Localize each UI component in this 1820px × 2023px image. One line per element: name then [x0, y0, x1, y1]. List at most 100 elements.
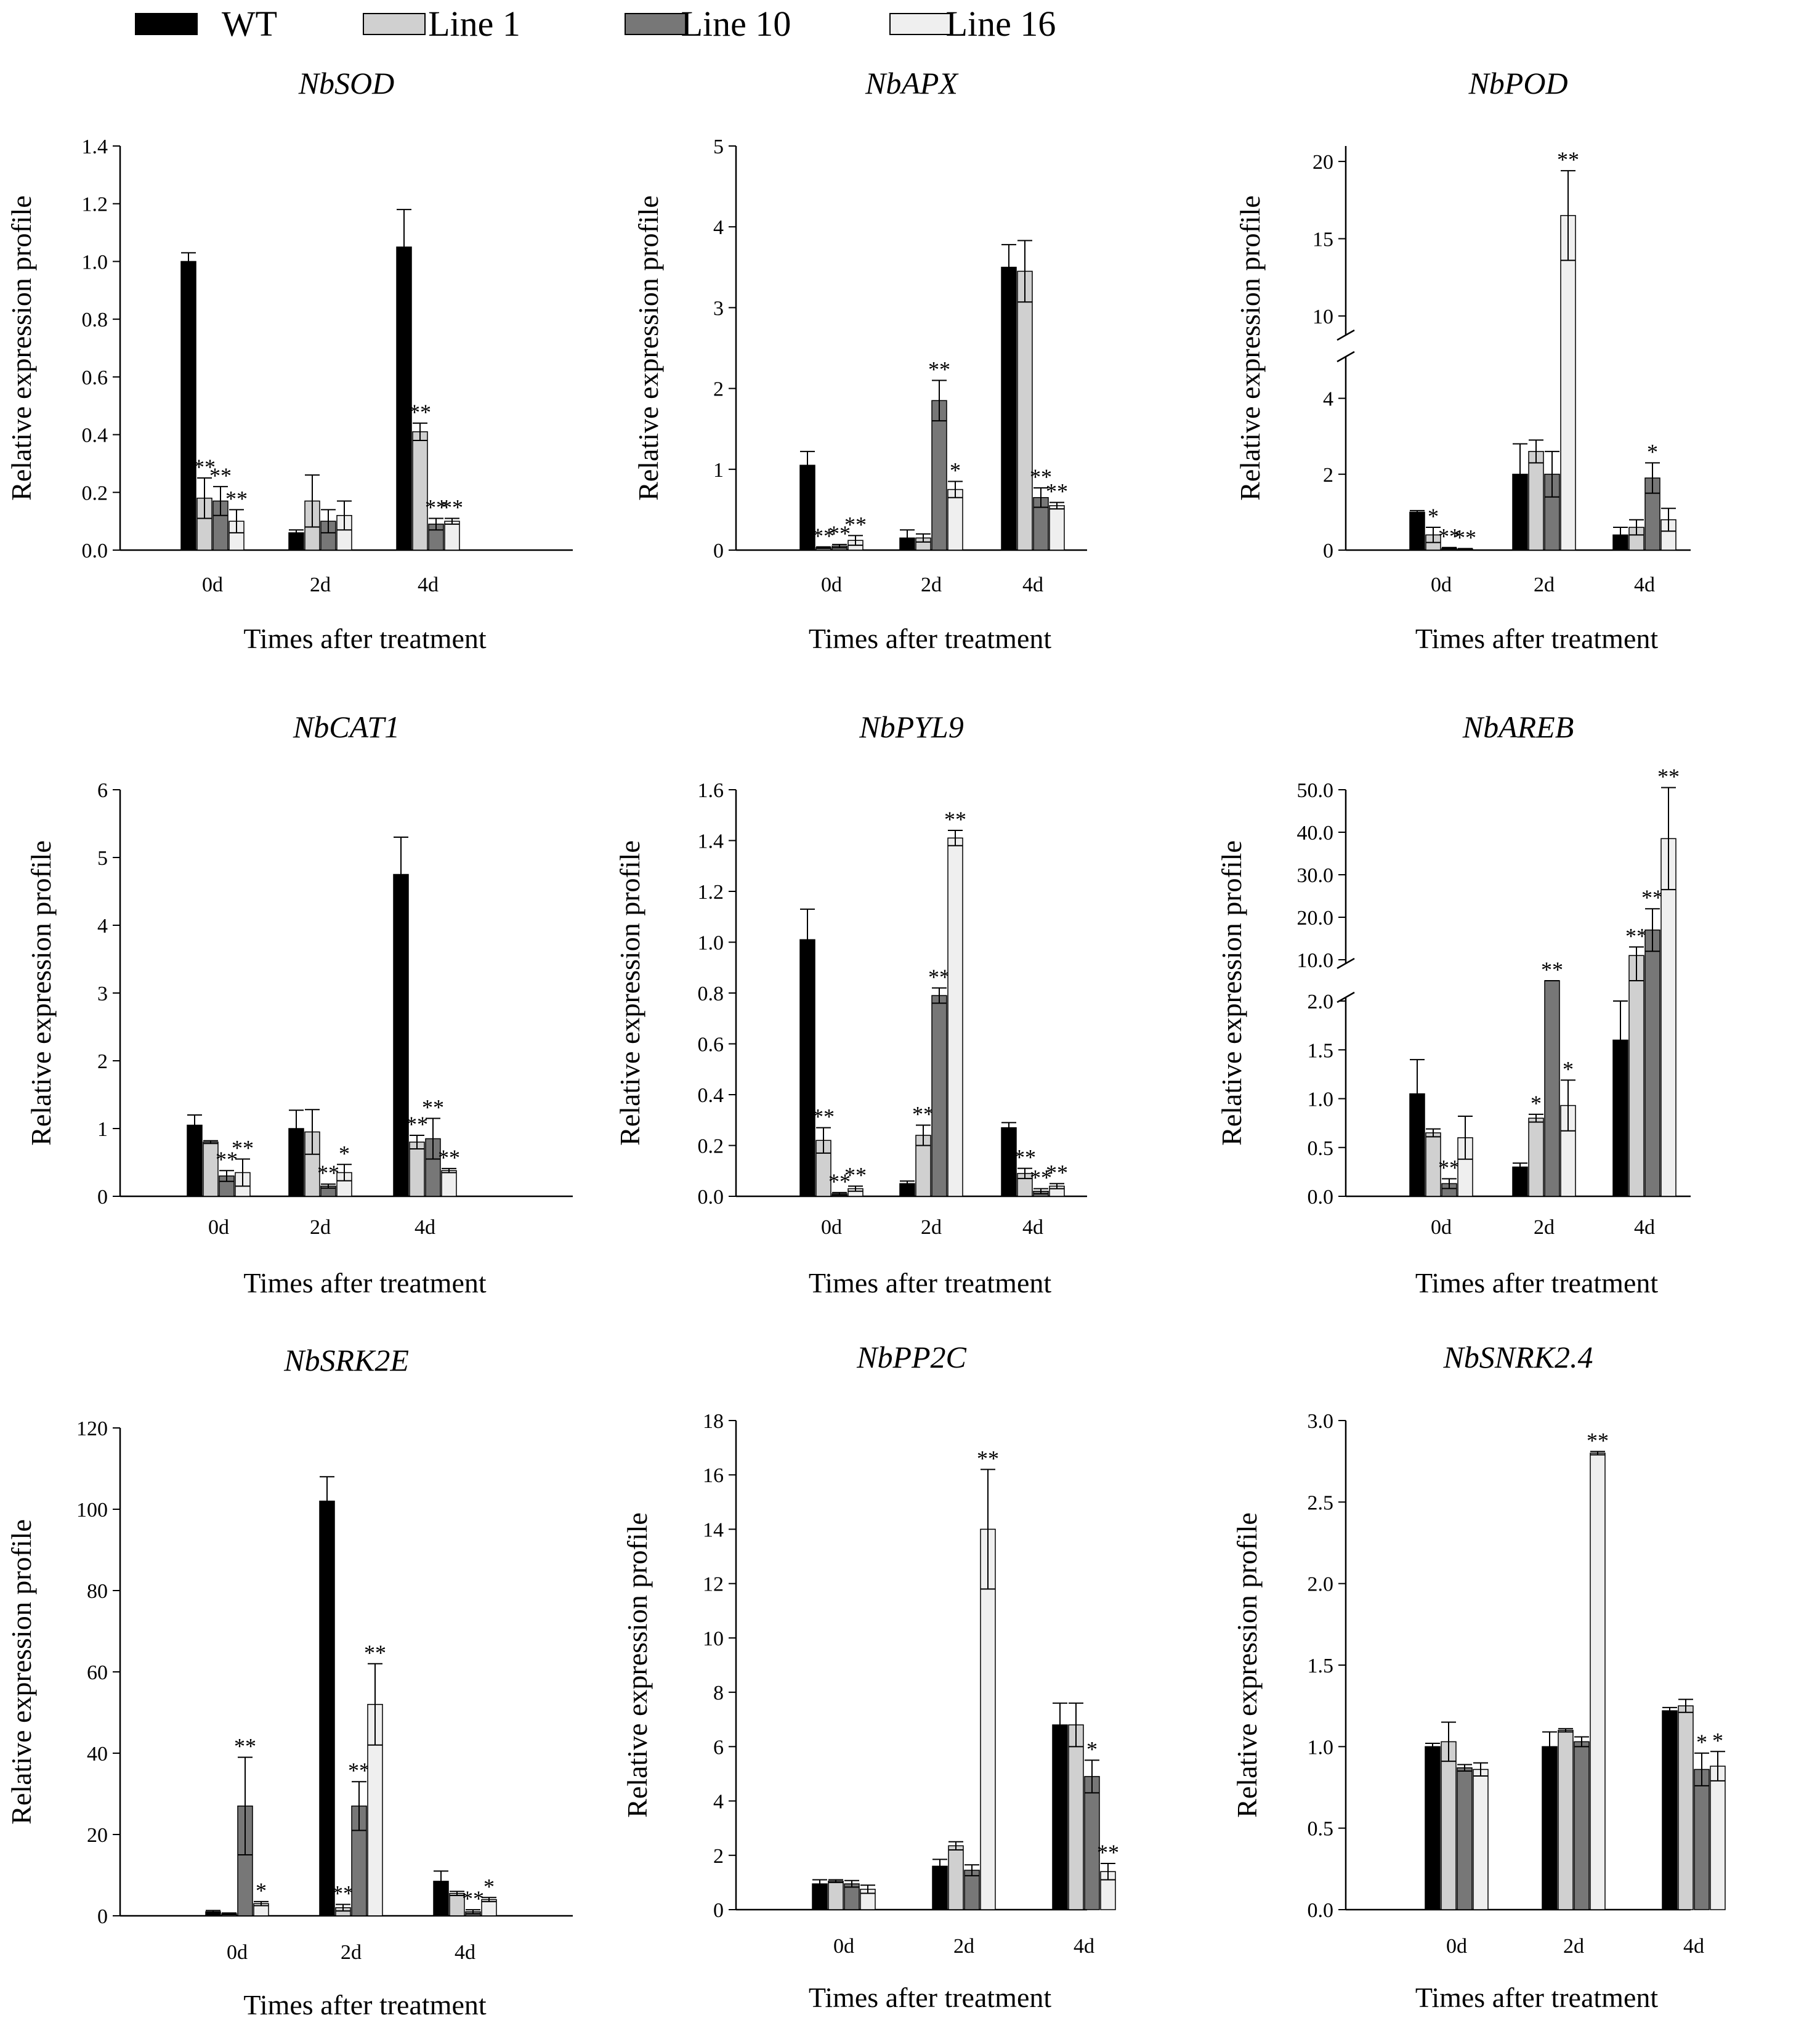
y-tick-label: 3.0: [1308, 1410, 1334, 1433]
bar-line-1-0d: [1441, 1741, 1457, 1910]
chart-title: NbCAT1: [293, 710, 400, 744]
x-tick-label: 4d: [455, 1941, 475, 1964]
x-tick-label: 2d: [1534, 1216, 1555, 1239]
significance-mark: **: [409, 400, 431, 424]
bar-line-10-4d: [1644, 929, 1660, 1197]
legend-swatch-2: [625, 13, 687, 35]
significance-mark: **: [977, 1446, 999, 1470]
bar-wt-2d: [1542, 1746, 1558, 1910]
bar-line-1-4d: [1017, 270, 1033, 551]
y-tick-label: 60: [87, 1661, 108, 1684]
x-axis-label: Times after treatment: [1415, 623, 1659, 654]
x-tick-label: 4d: [415, 1216, 435, 1239]
y-tick-label: 2: [97, 1050, 108, 1073]
y-tick-label: 1.5: [1308, 1039, 1334, 1062]
y-axis-label: Relative expression profile: [6, 195, 37, 501]
y-tick-label: 20.0: [1297, 907, 1334, 930]
bar-line-10-4d: [1084, 1776, 1100, 1910]
y-axis-label: Relative expression profile: [25, 840, 57, 1146]
legend-label-3: Line 16: [946, 4, 1056, 44]
bar-wt-0d: [187, 1124, 203, 1197]
y-tick-label: 0.0: [1308, 1899, 1334, 1922]
bar-wt-0d: [1409, 511, 1425, 551]
bar-line-16-2d: [1590, 1453, 1606, 1910]
y-tick-label: 16: [703, 1464, 724, 1487]
bar-line-16-4d: [441, 1170, 457, 1197]
x-tick-label: 0d: [1431, 574, 1452, 596]
y-axis-label: Relative expression profile: [633, 195, 664, 501]
x-tick-label: 0d: [833, 1935, 854, 1958]
significance-mark: **: [1014, 1145, 1036, 1170]
legend-swatch-0: [135, 13, 198, 35]
y-tick-label: 100: [76, 1499, 108, 1522]
y-tick-label: 0.8: [82, 309, 108, 331]
y-tick-label: 14: [703, 1518, 724, 1541]
bar-line-16-4d: [1049, 505, 1065, 551]
chart-title: NbAREB: [1462, 710, 1574, 744]
significance-mark: **: [216, 1147, 238, 1172]
x-tick-label: 2d: [310, 1216, 331, 1239]
x-tick-label: 4d: [1683, 1935, 1704, 1958]
y-axis-label: Relative expression profile: [621, 1512, 653, 1818]
y-tick-label: 1.0: [1308, 1736, 1334, 1759]
y-tick-label: 2: [713, 378, 724, 401]
chart-4: NbPYL90.00.20.40.60.81.01.21.41.60d*****…: [614, 710, 1087, 1299]
bar-line-16-0d: [229, 521, 245, 551]
significance-mark: *: [1086, 1737, 1098, 1761]
x-axis-label: Times after treatment: [243, 1267, 487, 1299]
y-tick-label: 1.4: [82, 136, 108, 158]
y-tick-label: 1.5: [1308, 1655, 1334, 1677]
significance-mark: *: [483, 1874, 495, 1899]
x-axis-label: Times after treatment: [243, 623, 487, 654]
significance-mark: **: [364, 1640, 386, 1665]
significance-mark: **: [1541, 957, 1563, 982]
y-tick-label: 0.2: [698, 1135, 724, 1158]
x-axis-label: Times after treatment: [1415, 1982, 1659, 2013]
significance-mark: **: [1097, 1840, 1119, 1865]
significance-mark: **: [1030, 464, 1052, 489]
x-tick-label: 4d: [1022, 1216, 1043, 1239]
y-tick-label: 5: [97, 847, 108, 870]
significance-mark: **: [1625, 923, 1648, 948]
significance-mark: **: [1438, 1155, 1460, 1180]
bar-line-1-4d: [1678, 1705, 1694, 1910]
bar-line-10-2d: [1544, 980, 1560, 1197]
y-axis-label: Relative expression profile: [1216, 840, 1247, 1146]
x-tick-label: 4d: [1074, 1935, 1094, 1958]
y-axis-label: Relative expression profile: [614, 840, 645, 1146]
x-tick-label: 0d: [202, 574, 223, 596]
y-tick-label: 1: [713, 459, 724, 482]
significance-mark: **: [928, 965, 950, 989]
y-tick-label: 0: [713, 540, 724, 562]
y-tick-label: 40.0: [1297, 822, 1334, 845]
significance-mark: *: [1712, 1728, 1723, 1753]
bar-line-1-4d: [1628, 955, 1644, 1197]
y-tick-label: 50.0: [1297, 779, 1334, 802]
bar-wt-4d: [396, 246, 412, 551]
y-tick-label: 4: [97, 915, 108, 938]
significance-mark: **: [844, 512, 867, 537]
bar-line-1-0d: [203, 1141, 219, 1197]
significance-mark: **: [317, 1161, 339, 1185]
y-tick-label: 0.0: [1308, 1186, 1334, 1209]
y-tick-label: 1: [97, 1118, 108, 1141]
bar-wt-4d: [1001, 1127, 1017, 1197]
y-tick-label: 4: [1323, 388, 1333, 411]
significance-mark: **: [425, 495, 447, 519]
significance-mark: **: [928, 357, 950, 381]
x-tick-label: 2d: [310, 574, 331, 596]
axis-break-gap: [1337, 963, 1354, 997]
y-tick-label: 40: [87, 1743, 108, 1766]
y-tick-label: 0.4: [698, 1084, 724, 1107]
bar-wt-4d: [393, 874, 409, 1197]
y-tick-label: 30.0: [1297, 864, 1334, 887]
significance-mark: **: [1030, 1166, 1052, 1190]
bar-wt-0d: [180, 261, 196, 551]
bar-line-1-4d: [409, 1141, 425, 1197]
x-tick-label: 4d: [1022, 574, 1043, 596]
chart-5: NbAREB 0.0 0.5 1.0 1.5 2.0 10.0 20.0 30.0 40.0 50.…: [1216, 710, 1691, 1299]
chart-title: NbAPX: [865, 66, 959, 100]
